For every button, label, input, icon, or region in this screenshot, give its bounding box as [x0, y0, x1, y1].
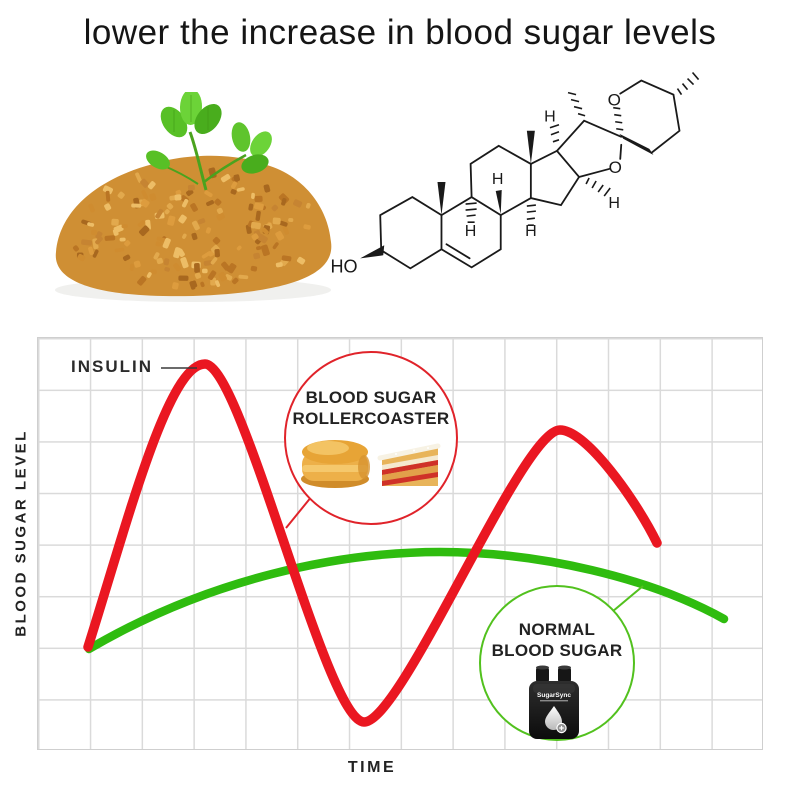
sugarsync-device-image: SugarSync — [529, 665, 579, 739]
oxygen-label: O — [608, 91, 621, 110]
molecule-atom-labels: HO H H H H H O O — [331, 91, 622, 277]
y-axis-label: BLOOD SUGAR LEVEL — [12, 429, 30, 637]
insulin-label: INSULIN — [71, 357, 153, 376]
rollercoaster-label-line1: BLOOD SUGAR — [305, 388, 437, 407]
hydrogen-label: H — [608, 194, 620, 212]
molecule-hash-bonds — [465, 72, 700, 226]
molecule-bonds — [379, 79, 681, 270]
fenugreek-leaves — [146, 92, 272, 191]
device-brand-label: SugarSync — [537, 692, 571, 699]
x-axis-label: TIME — [347, 759, 397, 776]
diosgenin-structure-image: HO H H H H H O O — [331, 72, 700, 277]
hydrogen-label: H — [544, 108, 556, 126]
rollercoaster-label-line2: ROLLERCOASTER — [292, 409, 450, 428]
normal-callout-bubble: NORMAL BLOOD SUGAR SugarSync — [479, 585, 635, 741]
rollercoaster-callout-bubble: BLOOD SUGAR ROLLERCOASTER — [284, 351, 458, 525]
molecule-wedge-bonds — [360, 130, 654, 259]
page-title: lower the increase in blood sugar levels — [83, 13, 717, 52]
oxygen-label: O — [609, 158, 622, 177]
hydrogen-label: H — [492, 170, 504, 188]
fenugreek-seeds-image — [55, 92, 332, 302]
seed-texture — [72, 167, 311, 290]
sugary-food-icon — [301, 440, 441, 488]
normal-label-line1: NORMAL — [518, 620, 596, 639]
hydroxyl-label: HO — [331, 256, 358, 276]
hydrogen-label: H — [525, 222, 537, 240]
hydrogen-label: H — [465, 222, 477, 240]
normal-label-line2: BLOOD SUGAR — [491, 641, 623, 660]
